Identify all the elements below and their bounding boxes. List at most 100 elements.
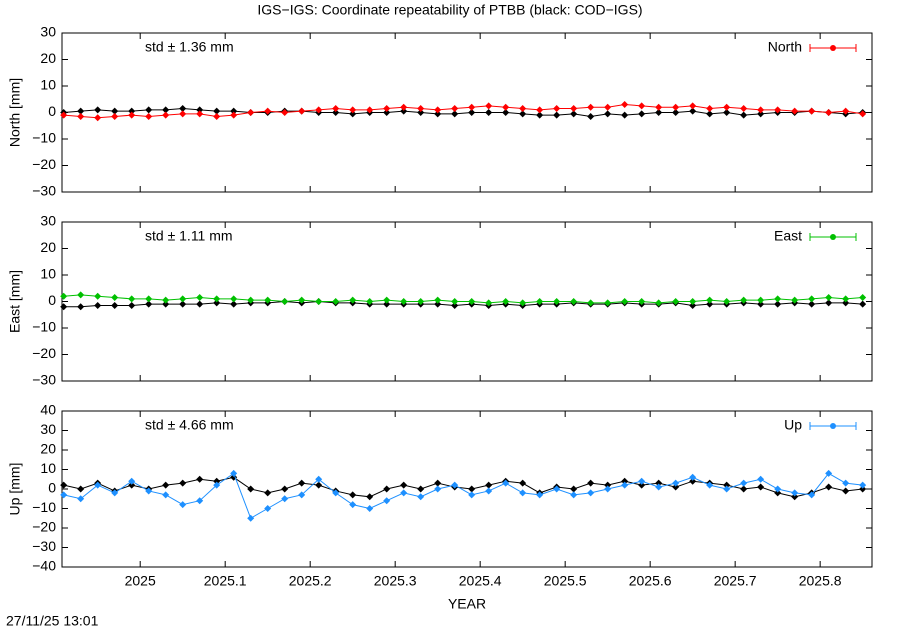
data-point <box>502 109 510 116</box>
data-point <box>94 114 102 122</box>
data-point <box>485 299 493 307</box>
data-point <box>536 111 544 119</box>
data-point <box>434 479 442 487</box>
y-tick-label: 30 <box>40 421 56 437</box>
data-point <box>808 295 816 303</box>
data-point <box>60 491 68 499</box>
y-tick-label: −10 <box>32 499 56 515</box>
x-axis-label: YEAR <box>448 596 486 612</box>
data-point <box>434 300 442 308</box>
data-point <box>111 112 119 120</box>
data-point <box>111 294 119 302</box>
data-point <box>638 481 646 489</box>
x-tick-label: 2025.6 <box>629 573 672 589</box>
data-point <box>791 493 799 501</box>
data-point <box>400 489 408 497</box>
y-tick-label: −40 <box>32 558 56 574</box>
data-point <box>451 105 459 113</box>
data-point <box>145 300 153 308</box>
data-point <box>417 109 425 116</box>
data-point <box>519 299 527 307</box>
y-axis-label: North [mm] <box>7 78 23 147</box>
data-point <box>281 495 289 503</box>
data-point <box>689 298 697 305</box>
data-point <box>842 295 850 303</box>
data-point <box>672 479 680 487</box>
data-point <box>757 475 765 483</box>
data-point <box>859 294 867 302</box>
data-point <box>502 479 510 487</box>
data-point <box>417 493 425 501</box>
y-tick-label: 0 <box>48 480 56 496</box>
data-point <box>808 300 816 308</box>
data-point <box>213 295 221 303</box>
data-point <box>740 111 748 119</box>
data-point <box>774 295 782 303</box>
data-point <box>349 110 357 118</box>
data-point <box>638 102 646 110</box>
data-point <box>247 514 255 522</box>
data-point <box>315 298 323 305</box>
data-point <box>672 298 680 305</box>
data-point <box>706 110 714 118</box>
data-point <box>349 491 357 499</box>
data-point <box>655 299 663 307</box>
data-point <box>740 296 748 304</box>
data-point <box>519 479 527 487</box>
data-point <box>94 292 102 300</box>
data-point <box>621 477 629 485</box>
data-point <box>264 296 272 304</box>
data-point <box>162 481 170 489</box>
y-tick-label: 20 <box>40 239 56 255</box>
data-point <box>230 107 238 115</box>
data-point <box>842 107 850 115</box>
data-point <box>502 103 510 111</box>
data-point <box>77 485 85 493</box>
data-point <box>689 107 697 115</box>
data-point <box>723 485 731 493</box>
data-point <box>842 299 850 307</box>
std-annotation: std ± 4.66 mm <box>145 417 234 433</box>
data-point <box>162 111 170 119</box>
std-annotation: std ± 1.11 mm <box>145 228 233 244</box>
y-tick-label: −30 <box>32 538 56 554</box>
data-point <box>655 479 663 487</box>
y-tick-label: −30 <box>32 372 56 388</box>
data-point <box>740 479 748 487</box>
data-point <box>502 298 510 305</box>
data-point <box>553 111 561 119</box>
data-point <box>383 105 391 113</box>
y-tick-label: 10 <box>40 77 56 93</box>
data-point <box>145 106 153 114</box>
data-point <box>196 106 204 114</box>
y-tick-label: −10 <box>32 130 56 146</box>
legend-marker <box>830 234 836 240</box>
y-tick-label: 10 <box>40 460 56 476</box>
data-point <box>723 109 731 116</box>
y-tick-label: 10 <box>40 266 56 282</box>
legend-label: East <box>774 228 802 244</box>
data-point <box>247 485 255 493</box>
std-annotation: std ± 1.36 mm <box>145 39 234 55</box>
data-point <box>400 103 408 111</box>
data-point <box>179 110 187 118</box>
data-point <box>196 497 204 505</box>
data-point <box>621 101 629 109</box>
data-point <box>757 483 765 491</box>
data-point <box>621 481 629 489</box>
data-point <box>706 481 714 489</box>
data-point <box>315 481 323 489</box>
data-point <box>213 299 221 307</box>
data-point <box>451 481 459 489</box>
data-point <box>774 106 782 114</box>
data-point <box>298 107 306 115</box>
data-point <box>111 301 119 309</box>
data-point <box>417 298 425 305</box>
data-point <box>383 497 391 505</box>
data-point <box>383 300 391 308</box>
data-point <box>587 103 595 111</box>
data-point <box>672 109 680 116</box>
data-point <box>825 109 833 116</box>
data-point <box>332 109 340 116</box>
